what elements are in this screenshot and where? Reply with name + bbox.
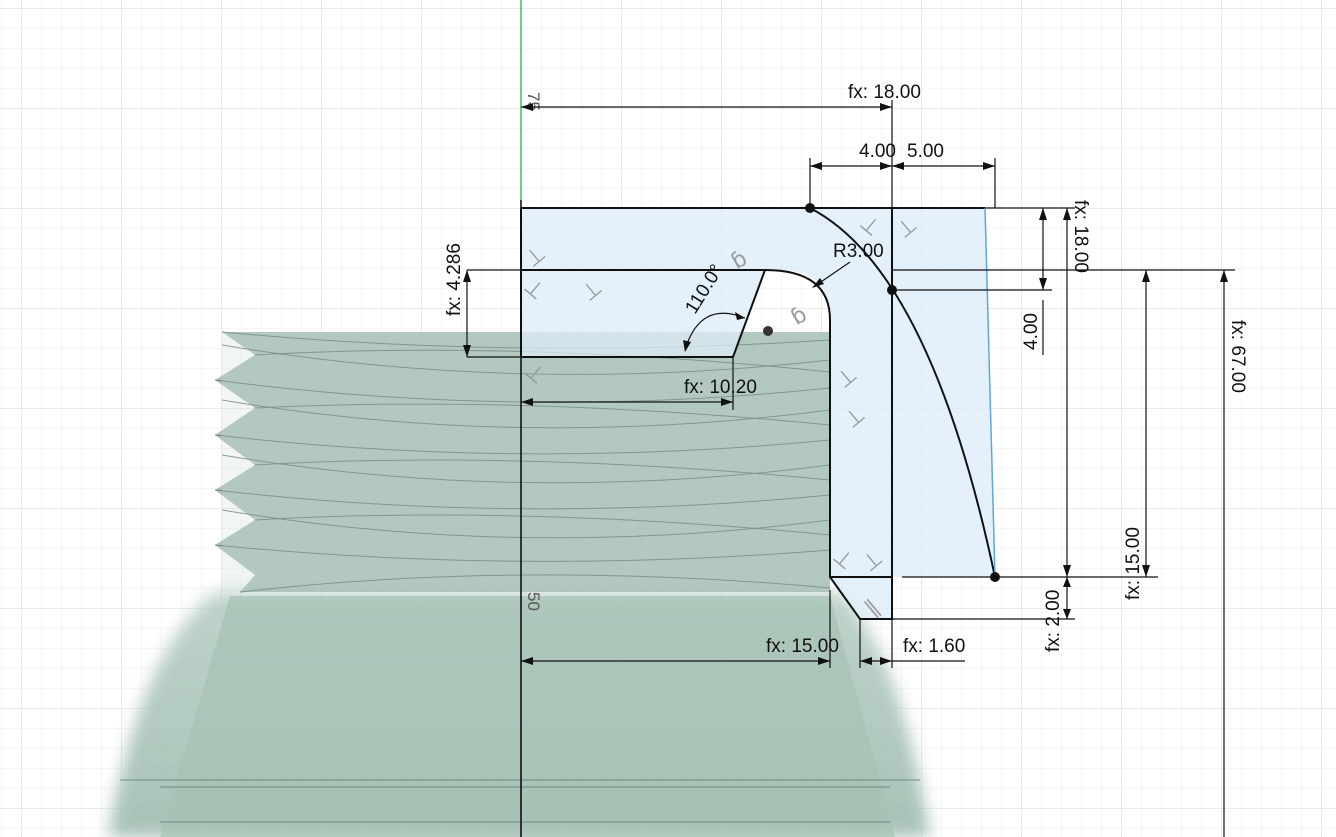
svg-text:fx: 15.00: fx: 15.00 [766,636,839,657]
dimension-wall-thickness[interactable]: fx: 1.60 [859,619,965,668]
dimension-height-right[interactable]: fx: 18.00 [985,200,1091,577]
svg-text:fx: 1.60: fx: 1.60 [903,636,965,657]
svg-text:fx: 10.20: fx: 10.20 [684,377,757,398]
ruler-label-bottom: 50 [524,592,543,611]
dimension-height-total[interactable]: fx: 67.00 [1220,270,1248,837]
svg-text:R3.00: R3.00 [833,241,884,262]
svg-text:fx: 15.00: fx: 15.00 [1123,527,1144,600]
dimension-offset[interactable]: 4.00 5.00 [809,141,996,208]
dimension-base-width[interactable]: fx: 15.00 [521,590,839,668]
dimension-vertical-4[interactable]: 4.00 [892,208,1052,355]
bottle-thread [214,331,831,593]
dimension-height-mid[interactable]: fx: 15.00 [892,269,1235,600]
bottle-body [108,592,930,837]
svg-text:fx: 67.00: fx: 67.00 [1227,320,1248,393]
dimension-width-total[interactable]: fx: 18.00 [521,82,921,208]
dimension-inner-height[interactable]: fx: 4.286 [444,243,521,358]
svg-text:fx: 2.00: fx: 2.00 [1043,590,1064,652]
dimension-chamfer-height[interactable]: fx: 2.00 [892,577,1075,652]
svg-text:4.00: 4.00 [859,141,896,162]
svg-text:fx: 18.00: fx: 18.00 [848,82,921,103]
svg-text:4.00: 4.00 [1021,313,1042,350]
svg-text:fx: 18.00: fx: 18.00 [1070,200,1091,273]
svg-text:5.00: 5.00 [907,141,944,162]
dimension-radius[interactable]: R3.00 [812,241,884,288]
dimension-inner-width[interactable]: fx: 10.20 [521,357,757,410]
svg-text:fx: 4.286: fx: 4.286 [444,243,465,316]
